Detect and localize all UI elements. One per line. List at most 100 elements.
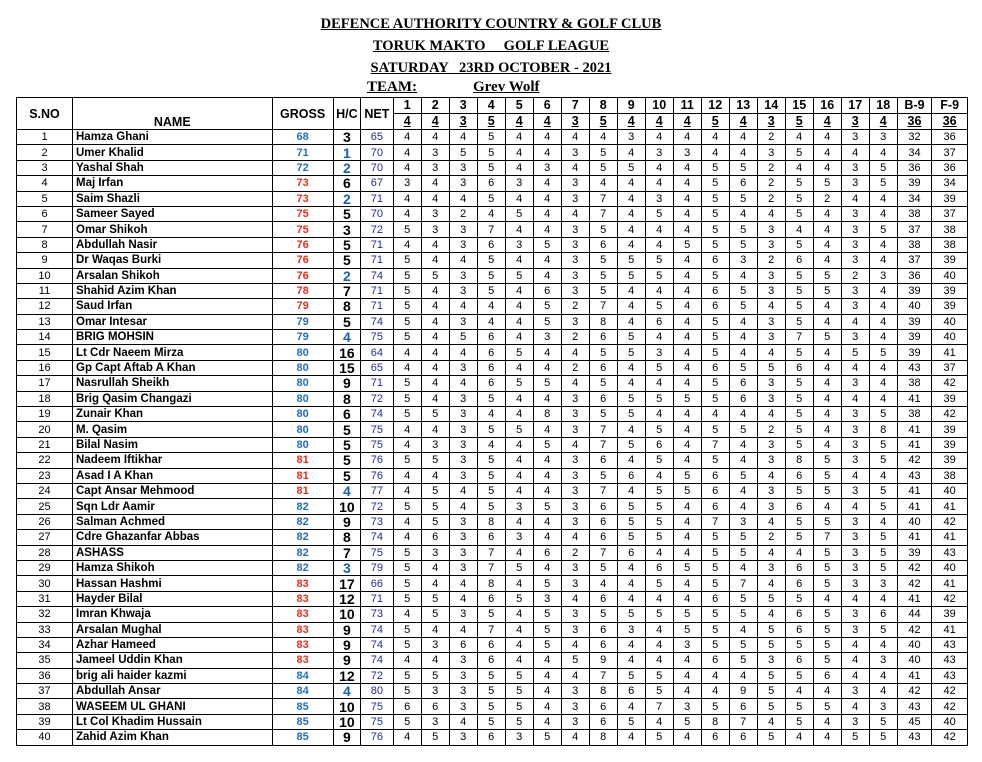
- handicap: 10: [332, 713, 362, 731]
- hole-score: 3: [448, 436, 478, 454]
- hole-score: 5: [868, 529, 898, 546]
- hole-score: 3: [840, 298, 870, 315]
- hole-score: 4: [504, 144, 534, 161]
- nine-total: 38: [931, 221, 968, 238]
- hole-score: 9: [728, 683, 758, 700]
- hole-score: 5: [784, 313, 814, 331]
- hole-score: 5: [700, 544, 730, 561]
- hole-score: 4: [756, 513, 786, 531]
- hole-score: 7: [476, 559, 506, 577]
- handicap: 8: [332, 390, 362, 408]
- gross-score: 85: [271, 713, 334, 731]
- hole-score: 3: [756, 144, 786, 161]
- hole-score: 4: [616, 559, 646, 577]
- handicap: 5: [332, 205, 362, 223]
- handicap: 2: [332, 267, 362, 284]
- player-row: 19 Zunair Khan 80 6 74 5 5 3 4 4 8 3 5 5 4 4 4 4 4 5 4 3 5 38 42: [16, 406, 968, 423]
- hole-score: 3: [560, 482, 590, 500]
- hole-score: 4: [644, 128, 674, 146]
- nine-total: 41: [896, 667, 933, 685]
- hole-score: 5: [476, 683, 506, 700]
- nine-total: 37: [931, 144, 968, 161]
- header-row-par: 4 4 3 5 4 4 3 5 4 4 4 5 4 3 5 4 3 4 36 36: [17, 113, 968, 130]
- hole-score: 4: [756, 344, 786, 361]
- hole-score: 7: [476, 544, 506, 561]
- nine-total: 39: [931, 606, 968, 623]
- hole-score: 4: [504, 221, 534, 238]
- hole-score: 2: [448, 205, 478, 223]
- player-name: WASEEM UL GHANI: [72, 698, 273, 715]
- serial-number: 23: [16, 467, 73, 484]
- hole-score: 5: [616, 390, 646, 408]
- hole-score: 5: [644, 359, 674, 377]
- player-row: 38 WASEEM UL GHANI 85 10 75 6 6 3 5 5 4 3 6 4 7 3 5 6 5 5 5 4…: [16, 698, 968, 715]
- hole-number: 7: [560, 97, 590, 114]
- hole-score: 6: [588, 390, 618, 408]
- hole-score: 5: [784, 175, 814, 192]
- hole-score: 5: [700, 575, 730, 592]
- net-score: 76: [360, 452, 394, 469]
- nine-total: 41: [896, 421, 933, 438]
- hole-score: 5: [756, 698, 786, 715]
- hole-par: 4: [728, 113, 758, 130]
- hole-score: 4: [812, 144, 842, 161]
- serial-number: 21: [16, 436, 73, 454]
- hole-score: 3: [840, 575, 870, 592]
- hole-score: 4: [420, 128, 450, 146]
- hole-score: 4: [840, 144, 870, 161]
- hole-score: 4: [812, 236, 842, 254]
- hole-score: 5: [644, 529, 674, 546]
- player-name: Saud Irfan: [72, 298, 273, 315]
- club-title: DEFENCE AUTHORITY COUNTRY & GOLF CLUB: [320, 16, 662, 32]
- hole-score: 4: [868, 205, 898, 223]
- hole-score: 4: [392, 729, 422, 746]
- hole-score: 5: [504, 683, 534, 700]
- hole-score: 6: [700, 252, 730, 269]
- hole-score: 4: [504, 575, 534, 592]
- hole-score: 6: [532, 282, 562, 300]
- hole-score: 5: [560, 652, 590, 669]
- handicap: 8: [332, 298, 362, 315]
- hole-score: 7: [476, 221, 506, 238]
- hole-score: 6: [588, 452, 618, 469]
- player-name: Umer Khalid: [72, 144, 273, 161]
- hole-score: 6: [476, 529, 506, 546]
- hole-score: 9: [588, 652, 618, 669]
- player-row: 9 Dr Waqas Burki 76 5 71 5 4 4 5 4 4 3 5 5 5 4 6 3 2 6 4 3 4 37…: [16, 252, 968, 269]
- handicap: 10: [332, 698, 362, 715]
- gross-score: 73: [271, 175, 334, 192]
- hole-score: 4: [616, 221, 646, 238]
- hole-score: 3: [756, 390, 786, 408]
- hole-score: 5: [644, 729, 674, 746]
- hole-score: 5: [728, 590, 758, 608]
- gross-score: 83: [271, 652, 334, 669]
- player-row: 29 Hamza Shikoh 82 3 79 5 4 3 7 5 4 3 5 4 6 5 5 4 3 6 5 3 5 42 4…: [16, 559, 968, 577]
- hole-score: 5: [644, 606, 674, 623]
- player-name: Saim Shazli: [72, 190, 273, 207]
- nine-total: 43: [896, 359, 933, 377]
- nine-total: 39: [931, 421, 968, 438]
- hole-score: 4: [868, 298, 898, 315]
- hole-score: 4: [420, 375, 450, 392]
- hole-score: 3: [420, 436, 450, 454]
- hc-header: H/C: [332, 97, 362, 130]
- hole-score: 4: [420, 390, 450, 408]
- hole-par: 3: [448, 113, 478, 130]
- hole-score: 4: [504, 621, 534, 638]
- hole-score: 5: [504, 559, 534, 577]
- serial-number: 13: [16, 313, 73, 331]
- hole-score: 5: [700, 375, 730, 392]
- nine-total: 42: [931, 375, 968, 392]
- hole-score: 3: [448, 267, 478, 284]
- handicap: 3: [332, 221, 362, 238]
- hole-score: 5: [588, 406, 618, 423]
- hole-score: 5: [672, 482, 702, 500]
- hole-score: 4: [672, 128, 702, 146]
- hole-score: 6: [784, 467, 814, 484]
- handicap: 9: [332, 652, 362, 669]
- hole-score: 3: [672, 144, 702, 161]
- nine-total: 34: [896, 144, 933, 161]
- hole-score: 3: [448, 159, 478, 177]
- hole-score: 3: [644, 190, 674, 207]
- hole-score: 5: [532, 729, 562, 746]
